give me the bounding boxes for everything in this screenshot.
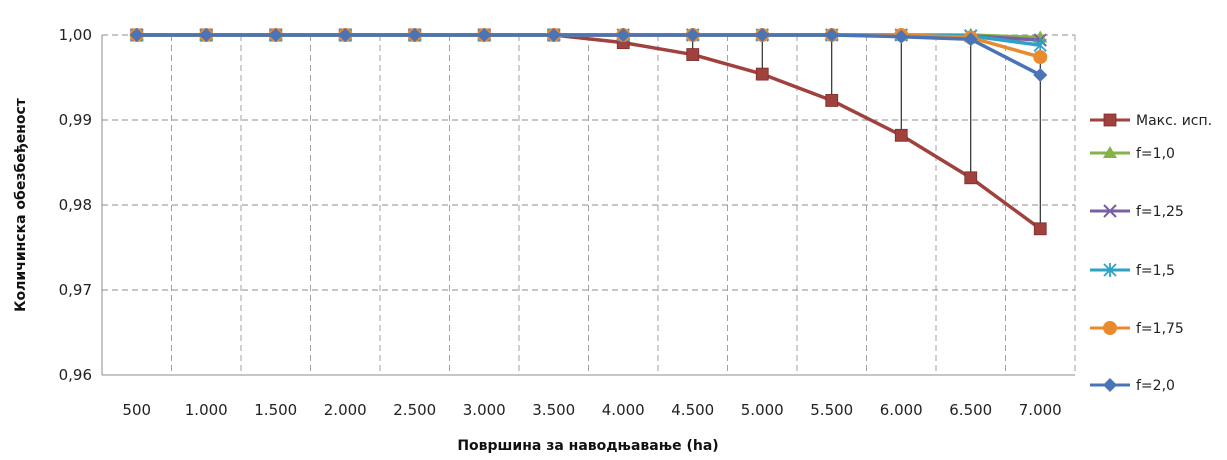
x-tick-label: 3.000	[463, 401, 506, 419]
x-tick-label: 2.000	[324, 401, 367, 419]
legend-marker	[1103, 378, 1117, 392]
x-tick-label: 1.000	[185, 401, 228, 419]
data-point	[1033, 50, 1048, 65]
data-point	[755, 67, 769, 81]
legend-label: f=1,75	[1136, 321, 1184, 337]
y-tick-label: 0,99	[59, 111, 92, 129]
data-point	[1033, 67, 1048, 82]
data-point	[755, 28, 770, 42]
data-point	[616, 28, 631, 42]
legend-label: f=1,5	[1136, 263, 1175, 279]
y-tick-labels: 0,96 0,97 0,98 0,99 1,00	[59, 26, 92, 384]
legend-item: f=2,0	[1090, 378, 1175, 394]
x-tick-label: 5.000	[741, 401, 784, 419]
data-point	[894, 128, 908, 142]
data-point	[407, 28, 422, 42]
legend-item: f=1,75	[1090, 321, 1184, 337]
legend-marker	[1103, 113, 1117, 127]
x-tick-label: 7.000	[1019, 401, 1062, 419]
legend-item: f=1,0	[1090, 146, 1175, 162]
legend-marker	[1103, 204, 1117, 218]
y-tick-label: 0,97	[59, 281, 92, 299]
data-point	[1033, 38, 1047, 53]
legend-label: Макс. исп.	[1136, 113, 1212, 129]
data-point	[477, 28, 492, 42]
y-axis-title: Количинска обезбеђеност	[13, 97, 29, 312]
legend-item: f=1,5	[1090, 263, 1175, 279]
data-point	[685, 28, 700, 42]
grid	[101, 34, 1076, 376]
legend-label: f=2,0	[1136, 378, 1175, 394]
x-tick-label: 3.500	[532, 401, 575, 419]
data-point	[546, 28, 561, 42]
x-axis-title: Површина за наводњавање (ha)	[457, 438, 718, 454]
x-tick-label: 6.000	[880, 401, 923, 419]
data-point	[964, 171, 978, 185]
data-point	[824, 28, 839, 42]
legend-marker	[1103, 146, 1117, 158]
series-layer	[129, 28, 1048, 236]
legend: Макс. исп. f=1,0 f=1,25 f=1,5 f=1,75 f=2,0	[1090, 113, 1212, 394]
drop-lines	[622, 35, 1041, 229]
x-tick-label: 500	[122, 401, 151, 419]
x-tick-labels: 500 1.000 1.500 2.000 2.500 3.000 3.500 4.000 4.…	[122, 401, 1061, 419]
legend-label: f=1,0	[1136, 146, 1175, 162]
x-tick-label: 5.500	[810, 401, 853, 419]
y-tick-label: 0,98	[59, 196, 92, 214]
legend-marker	[1103, 321, 1117, 335]
data-point	[129, 28, 144, 42]
data-point	[199, 28, 214, 42]
data-point	[894, 29, 909, 44]
data-point	[686, 48, 700, 61]
legend-marker	[1103, 263, 1117, 277]
data-point	[963, 32, 978, 47]
data-point	[1033, 222, 1047, 236]
data-point	[268, 28, 283, 42]
x-tick-label: 2.500	[393, 401, 436, 419]
x-tick-label: 1.500	[254, 401, 297, 419]
legend-item: Макс. исп.	[1090, 113, 1212, 129]
legend-label: f=1,25	[1136, 204, 1184, 220]
series-5	[129, 28, 1048, 82]
legend-item: f=1,25	[1090, 204, 1184, 220]
x-tick-label: 6.500	[949, 401, 992, 419]
y-tick-label: 0,96	[59, 366, 92, 384]
x-tick-label: 4.500	[671, 401, 714, 419]
data-point	[338, 28, 353, 42]
data-point	[825, 94, 839, 107]
x-tick-label: 4.000	[602, 401, 645, 419]
series-line	[136, 33, 1042, 77]
y-tick-label: 1,00	[59, 26, 92, 44]
